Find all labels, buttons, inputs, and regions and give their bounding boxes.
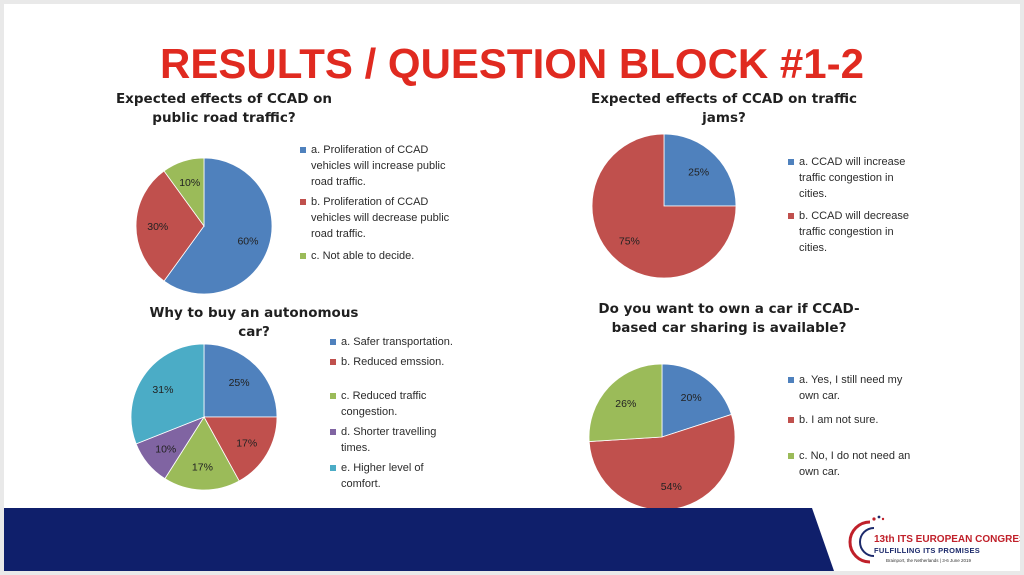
- legend-swatch: [788, 417, 794, 423]
- slice-data-label: 54%: [661, 481, 682, 493]
- pie-slice: [135, 170, 205, 282]
- legend-swatch: [300, 147, 306, 153]
- slice-data-label: 60%: [237, 235, 258, 247]
- pie-slice: [591, 133, 737, 279]
- footer-band-shape: [4, 508, 834, 571]
- legend: a. CCAD will increase traffic congestion…: [788, 154, 923, 256]
- legend-swatch: [330, 393, 336, 399]
- legend-item: a. CCAD will increase traffic congestion…: [788, 154, 923, 202]
- legend-label: c. Reduced traffic congestion.: [341, 390, 427, 418]
- pie-slice: [163, 157, 205, 228]
- chart-title: Expected effects of CCAD on public road …: [115, 91, 333, 126]
- legend-swatch: [330, 359, 336, 365]
- slide-title: RESULTS / QUESTION BLOCK #1-2: [160, 40, 864, 87]
- pie-slice: [164, 416, 240, 491]
- slice-data-label: 17%: [236, 437, 257, 449]
- legend-swatch: [330, 465, 336, 471]
- legend: a. Yes, I still need my own car. b. I am…: [788, 372, 918, 480]
- legend-item: b. Proliferation of CCAD vehicles will d…: [300, 194, 460, 242]
- legend-label: d. Shorter travelling times.: [341, 426, 437, 454]
- legend-label: a. CCAD will increase traffic congestion…: [799, 156, 906, 200]
- legend-label: a. Yes, I still need my own car.: [799, 374, 903, 402]
- pie-slice: [588, 363, 663, 443]
- slice-data-label: 20%: [681, 392, 702, 404]
- legend-swatch: [330, 429, 336, 435]
- logo-place: Brainport, the Netherlands | 3-6 June 20…: [886, 558, 971, 563]
- legend-item: a. Safer transportation.: [330, 334, 460, 350]
- logo-arc-icon: [848, 515, 885, 564]
- pie-chart-public-road-traffic: 60% 30% 10%: [135, 157, 273, 295]
- legend: a. Proliferation of CCAD vehicles will i…: [300, 142, 460, 264]
- legend-item: c. Not able to decide.: [300, 248, 460, 264]
- pie-slice: [663, 133, 737, 207]
- legend-swatch: [788, 453, 794, 459]
- chart-title: Why to buy an autonomous car?: [149, 305, 359, 340]
- pie-chart-traffic-jams: 25% 75%: [591, 133, 737, 279]
- legend-label: b. Reduced emssion.: [341, 356, 445, 368]
- pie-chart-own-car: 20% 54% 26%: [588, 363, 736, 511]
- legend-swatch: [300, 199, 306, 205]
- slice-data-label: 31%: [152, 384, 173, 396]
- slice-data-label: 25%: [688, 166, 709, 178]
- legend-label: c. No, I do not need an own car.: [799, 450, 911, 478]
- legend-label: c. Not able to decide.: [311, 250, 415, 262]
- legend-label: b. I am not sure.: [799, 414, 879, 426]
- legend-item: e. Higher level of comfort.: [330, 460, 460, 492]
- slice-data-label: 17%: [192, 462, 213, 474]
- legend-label: a. Proliferation of CCAD vehicles will i…: [311, 144, 446, 188]
- legend-swatch: [788, 377, 794, 383]
- chart-title: Do you want to own a car if CCAD-based c…: [598, 301, 860, 336]
- slice-data-label: 25%: [229, 377, 250, 389]
- legend: a. Safer transportation. b. Reduced emss…: [330, 334, 460, 492]
- slice-data-label: 10%: [155, 444, 176, 456]
- chart-title: Expected effects of CCAD on traffic jams…: [590, 91, 858, 126]
- legend-item: a. Proliferation of CCAD vehicles will i…: [300, 142, 460, 190]
- legend-label: b. CCAD will decrease traffic congestion…: [799, 210, 910, 254]
- footer-band: [4, 508, 834, 571]
- legend-item: b. Reduced emssion.: [330, 354, 460, 370]
- legend-swatch: [788, 213, 794, 219]
- pie-slice: [163, 157, 273, 295]
- legend-item: c. No, I do not need an own car.: [788, 448, 918, 480]
- pie-slice: [203, 343, 278, 418]
- legend-label: b. Proliferation of CCAD vehicles will d…: [311, 196, 450, 240]
- legend-label: e. Higher level of comfort.: [341, 462, 424, 490]
- legend-item: b. I am not sure.: [788, 412, 918, 428]
- slice-data-label: 10%: [179, 177, 200, 189]
- slice-data-label: 26%: [615, 398, 636, 410]
- slide: RESULTS / QUESTION BLOCK #1-2 Expected e…: [4, 4, 1020, 571]
- slice-data-label: 30%: [147, 221, 168, 233]
- legend-item: d. Shorter travelling times.: [330, 424, 460, 456]
- pie-slice: [130, 343, 205, 445]
- logo-subtitle: FULFILLING ITS PROMISES: [874, 546, 981, 555]
- pie-chart-why-buy-autonomous-car: 25% 17% 17% 10% 31%: [130, 343, 278, 491]
- legend-item: b. CCAD will decrease traffic congestion…: [788, 208, 923, 256]
- legend-label: a. Safer transportation.: [341, 336, 453, 348]
- legend-swatch: [788, 159, 794, 165]
- legend-swatch: [330, 339, 336, 345]
- legend-item: a. Yes, I still need my own car.: [788, 372, 918, 404]
- pie-slice: [203, 416, 278, 482]
- slice-data-label: 75%: [619, 236, 640, 248]
- legend-swatch: [300, 253, 306, 259]
- congress-logo: 13th ITS EUROPEAN CONGRESS FULFILLING IT…: [846, 508, 1020, 570]
- logo-title: 13th ITS EUROPEAN CONGRESS: [874, 534, 1020, 545]
- legend-item: c. Reduced traffic congestion.: [330, 388, 460, 420]
- pie-slice: [661, 363, 732, 438]
